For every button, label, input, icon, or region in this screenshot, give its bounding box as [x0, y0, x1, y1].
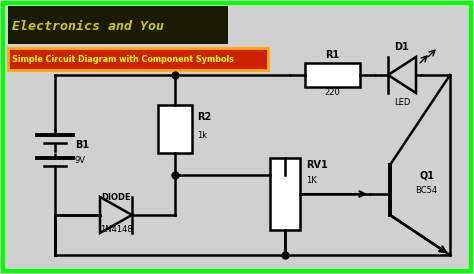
Text: D1: D1	[395, 42, 410, 52]
Text: DIODE: DIODE	[101, 193, 131, 202]
Text: BC54: BC54	[415, 186, 437, 195]
Text: 1N4148: 1N4148	[100, 225, 132, 234]
Bar	[158, 105, 192, 153]
Bar	[8, 6, 228, 44]
Bar	[8, 48, 268, 70]
Text: Simple Circuit Diagram with Component Symbols: Simple Circuit Diagram with Component Sy…	[12, 55, 234, 64]
Bar	[270, 158, 300, 230]
Text: 9V: 9V	[75, 156, 86, 165]
Text: Q1: Q1	[420, 170, 435, 180]
Text: Electronics and You: Electronics and You	[12, 21, 164, 33]
Text: B1: B1	[75, 140, 89, 150]
Text: R1: R1	[325, 50, 339, 60]
Text: LED: LED	[394, 98, 410, 107]
Text: RV1: RV1	[306, 160, 328, 170]
Text: 1k: 1k	[197, 131, 207, 140]
Bar	[305, 63, 360, 87]
Text: 220: 220	[324, 88, 340, 97]
Text: R2: R2	[197, 112, 211, 122]
Text: 1K: 1K	[306, 176, 317, 185]
